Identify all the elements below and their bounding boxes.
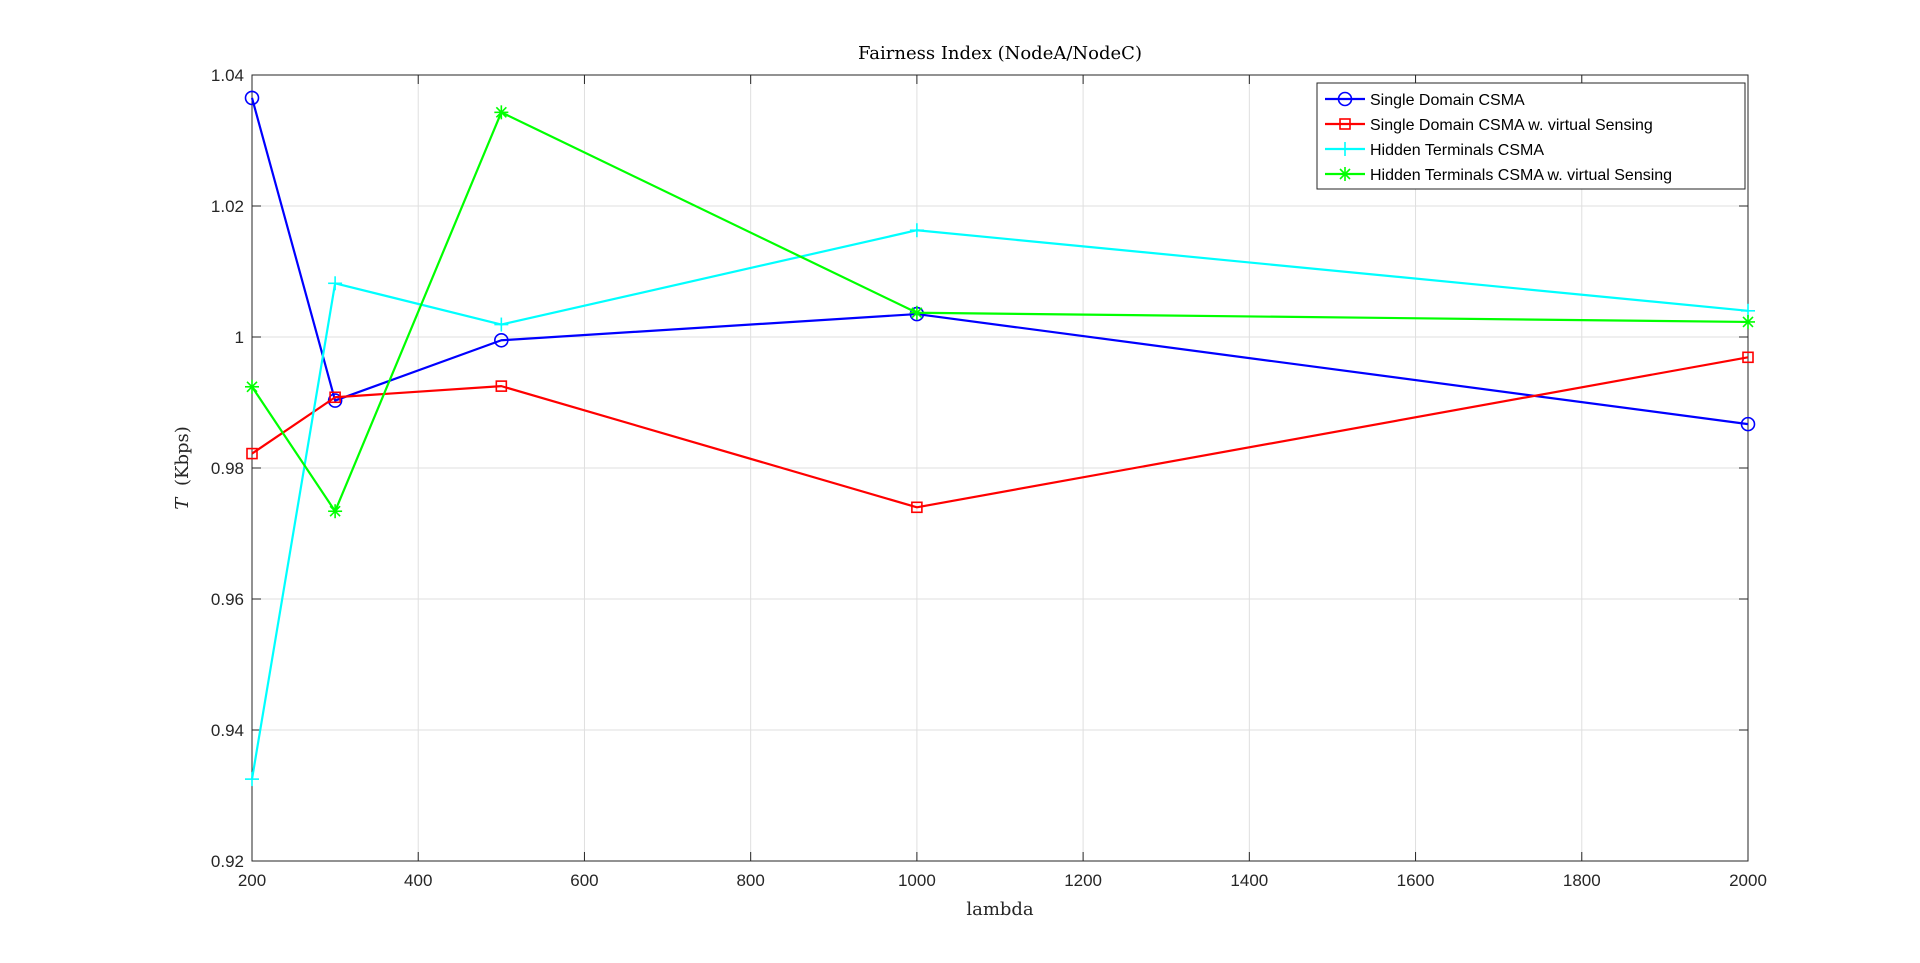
y-axis-label: T (Kbps) (172, 426, 193, 510)
legend-item: Single Domain CSMA w. virtual Sensing (1325, 117, 1653, 134)
x-axis-label: lambda (966, 899, 1034, 920)
legend-label: Single Domain CSMA w. virtual Sensing (1370, 117, 1653, 134)
legend-label: Single Domain CSMA (1370, 92, 1525, 109)
x-tick-label: 1400 (1230, 871, 1268, 890)
x-tick-label: 400 (404, 871, 432, 890)
x-tick-label: 2000 (1729, 871, 1767, 890)
x-tick-label: 600 (570, 871, 598, 890)
legend-label: Hidden Terminals CSMA (1370, 142, 1544, 159)
legend-item: Hidden Terminals CSMA w. virtual Sensing (1325, 167, 1672, 184)
y-tick-label: 1 (235, 328, 244, 347)
x-tick-label: 1200 (1064, 871, 1102, 890)
y-tick-label: 1.04 (211, 66, 244, 85)
y-axis-label-symbol: T (172, 496, 193, 510)
data-point-marker (1740, 416, 1756, 432)
series-line (250, 229, 1749, 780)
x-tick-label: 800 (736, 871, 764, 890)
data-point-marker (328, 276, 343, 291)
legend: Single Domain CSMA Single Domain CSMA w. … (1316, 82, 1746, 190)
data-point-marker (244, 90, 260, 106)
x-tick-label: 1000 (898, 871, 936, 890)
legend-marker (1338, 167, 1352, 181)
data-point-marker (494, 105, 509, 120)
y-tick-label: 1.02 (211, 197, 244, 216)
y-tick-label: 0.94 (211, 721, 244, 740)
legend-marker (1337, 91, 1353, 107)
data-point-marker (246, 447, 258, 460)
series-4 (245, 105, 1755, 519)
y-tick-label: 0.92 (211, 852, 244, 871)
axis-ticks: 200 400 600 800 1000 1200 1400 1600 1800 2000 0.92… (211, 66, 1767, 890)
x-tick-label: 1800 (1563, 871, 1601, 890)
legend-marker (1339, 118, 1351, 130)
legend-item: Hidden Terminals CSMA (1325, 142, 1544, 159)
data-point-marker (329, 391, 341, 404)
series-line (251, 356, 1749, 509)
data-point-marker (1742, 351, 1754, 364)
grid-lines (252, 75, 1748, 861)
y-axis-label-unit: (Kbps) (172, 426, 193, 486)
data-point-marker (494, 317, 509, 332)
data-point-marker (495, 380, 508, 392)
series-line (250, 97, 1749, 426)
legend-item: Single Domain CSMA (1325, 91, 1525, 109)
series-layer (244, 90, 1756, 787)
x-tick-label: 1600 (1397, 871, 1435, 890)
series-2 (246, 351, 1754, 514)
y-tick-label: 0.96 (211, 590, 244, 609)
y-tick-label: 0.98 (211, 459, 244, 478)
data-point-marker (1741, 314, 1755, 329)
data-point-marker (909, 223, 924, 238)
legend-label: Hidden Terminals CSMA w. virtual Sensing (1370, 167, 1672, 184)
series-3 (245, 223, 1755, 787)
data-point-marker (328, 504, 343, 519)
x-tick-label: 200 (238, 871, 266, 890)
legend-marker (1338, 142, 1352, 156)
chart-title: Fairness Index (NodeA/NodeC) (858, 43, 1142, 64)
data-point-marker (494, 332, 509, 348)
data-point-marker (245, 772, 259, 787)
data-point-marker (911, 501, 923, 514)
data-point-marker (909, 305, 924, 320)
legend-box (1316, 82, 1746, 190)
data-point-marker (245, 379, 259, 394)
series-1 (244, 90, 1756, 432)
